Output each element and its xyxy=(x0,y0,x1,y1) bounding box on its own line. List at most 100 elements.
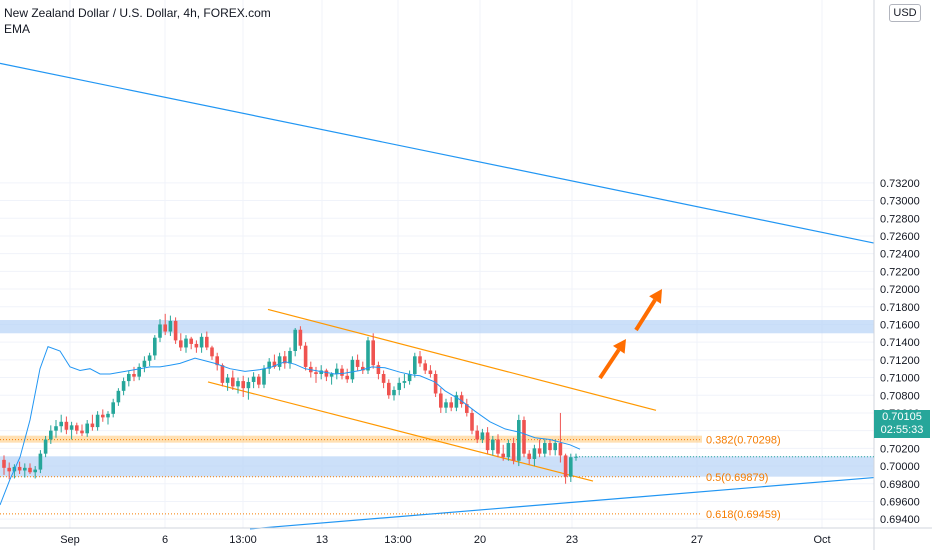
candle-body xyxy=(418,356,422,364)
candle-body xyxy=(361,366,365,371)
y-tick-label: 0.72600 xyxy=(880,231,920,243)
candle-body xyxy=(449,402,453,408)
currency-badge[interactable]: USD xyxy=(889,4,921,22)
candle-body xyxy=(111,402,115,414)
candle-body xyxy=(397,382,401,390)
x-tick-label: 20 xyxy=(474,534,486,546)
candle-body xyxy=(496,439,500,454)
candle-layer xyxy=(2,313,578,484)
candle-body xyxy=(127,374,131,382)
fib-label: 0.382(0.70298) xyxy=(706,435,781,447)
upper-trend-line[interactable] xyxy=(0,62,875,244)
candle-body xyxy=(142,360,147,367)
candle-body xyxy=(189,338,193,344)
candle-body xyxy=(43,439,48,454)
candle-body xyxy=(28,467,32,473)
candle-body xyxy=(173,320,178,341)
y-tick-label: 0.71800 xyxy=(880,302,920,314)
fib-label: 0.5(0.69879) xyxy=(706,472,768,484)
y-tick-label: 0.72200 xyxy=(880,266,920,278)
forecast-arrow-1-head xyxy=(612,339,626,354)
candle-body xyxy=(553,443,557,451)
candle-body xyxy=(272,361,277,367)
candle-body xyxy=(205,336,209,348)
channel-lower-line[interactable] xyxy=(207,381,594,482)
x-tick-label: 13 xyxy=(316,534,328,546)
candle-body xyxy=(465,404,469,413)
candle-body xyxy=(101,414,105,418)
candle-body xyxy=(517,420,521,461)
support-resistance-zone xyxy=(0,320,874,334)
x-tick-label: 13:00 xyxy=(384,534,412,546)
candle-body xyxy=(491,439,495,451)
candle-body xyxy=(563,455,568,477)
candle-body xyxy=(231,377,235,387)
y-tick-label: 0.70200 xyxy=(880,443,920,455)
y-tick-label: 0.69400 xyxy=(880,514,920,526)
candle-body xyxy=(324,370,329,377)
y-tick-label: 0.72400 xyxy=(880,249,920,261)
candle-body xyxy=(257,376,261,385)
candle-body xyxy=(298,329,303,346)
indicator-label[interactable]: EMA xyxy=(4,22,31,36)
candle-body xyxy=(59,421,63,427)
y-tick-label: 0.72800 xyxy=(880,213,920,225)
candle-body xyxy=(293,329,297,351)
candle-body xyxy=(241,381,245,389)
last-price-tag: 0.70105 02:55:33 xyxy=(874,410,930,438)
candle-body xyxy=(288,351,292,364)
candle-body xyxy=(38,453,43,470)
candle-body xyxy=(267,361,271,369)
lower-trend-line[interactable] xyxy=(249,476,875,530)
y-tick-label: 0.71000 xyxy=(880,373,920,385)
candle-body xyxy=(121,381,126,391)
candle-body xyxy=(23,467,27,471)
candle-body xyxy=(423,363,427,371)
channel-upper-line[interactable] xyxy=(267,308,657,411)
last-price-value: 0.70105 xyxy=(882,411,922,423)
ema-layer xyxy=(0,345,581,506)
candle-body xyxy=(413,356,417,375)
candle-body xyxy=(433,374,438,394)
candle-body xyxy=(511,443,516,461)
candle-body xyxy=(314,372,318,375)
candle-body xyxy=(132,374,136,377)
y-tick-label: 0.71600 xyxy=(880,319,920,331)
candle-body xyxy=(470,412,474,431)
x-tick-label: 27 xyxy=(691,534,703,546)
chart-title: New Zealand Dollar / U.S. Dollar, 4h, FO… xyxy=(4,6,271,20)
trend-layer[interactable] xyxy=(0,62,875,530)
forecast-arrow-2-head xyxy=(649,289,662,304)
candle-body xyxy=(179,340,183,348)
candle-body xyxy=(194,343,199,348)
candle-body xyxy=(392,389,396,396)
candle-body xyxy=(532,448,537,459)
candle-body xyxy=(366,340,370,371)
candle-body xyxy=(522,420,526,454)
support-resistance-zone xyxy=(0,456,874,477)
candle-body xyxy=(558,443,563,456)
candle-body xyxy=(355,359,360,367)
arrow-layer xyxy=(598,289,662,380)
y-tick-label: 0.71400 xyxy=(880,337,920,349)
candle-body xyxy=(537,448,542,454)
candle-body xyxy=(485,432,490,451)
candle-body xyxy=(95,414,100,428)
candle-body xyxy=(527,453,531,459)
y-tick-label: 0.73200 xyxy=(880,178,920,190)
forecast-arrow-1-shaft xyxy=(598,348,621,380)
candle-body xyxy=(345,375,349,380)
candle-body xyxy=(116,390,121,403)
candle-body xyxy=(439,393,443,408)
bar-countdown: 02:55:33 xyxy=(880,424,924,436)
candle-body xyxy=(329,374,334,377)
candle-body xyxy=(215,356,219,366)
candle-body xyxy=(501,453,505,458)
candle-body xyxy=(153,337,157,356)
candle-body xyxy=(376,365,381,375)
candle-body xyxy=(340,368,344,376)
fib-layer: 0.382(0.70298) 0.5(0.69879) 0.618(0.69459) xyxy=(0,435,781,521)
y-tick-label: 0.73000 xyxy=(880,196,920,208)
